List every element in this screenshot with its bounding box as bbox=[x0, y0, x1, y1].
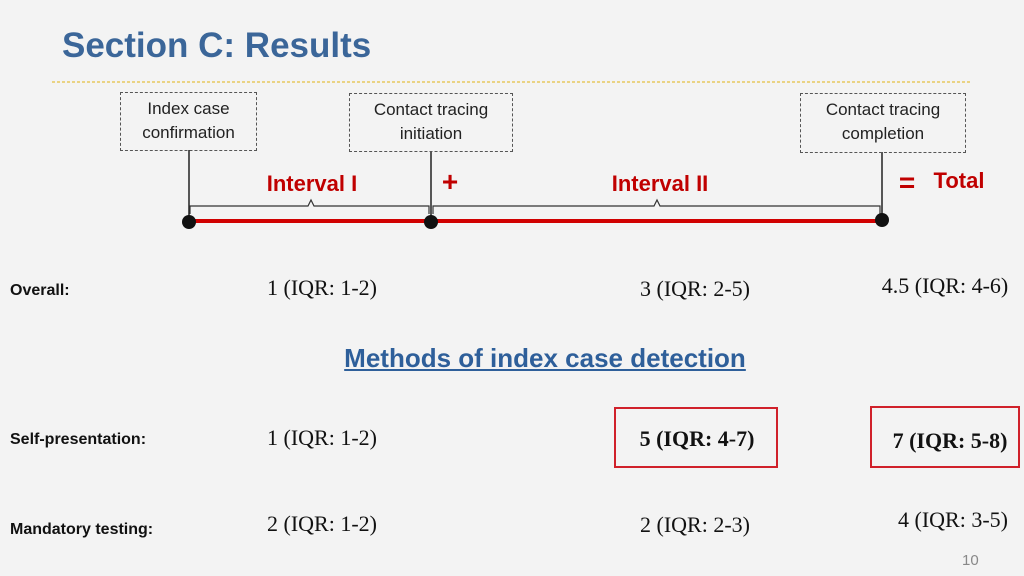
value: 2 (IQR: 1-2) bbox=[267, 511, 377, 536]
highlight-box bbox=[614, 407, 778, 468]
row-label: Overall: bbox=[10, 282, 70, 299]
value: 3 (IQR: 2-5) bbox=[640, 276, 750, 301]
plus-sign: + bbox=[441, 166, 459, 197]
title: Section C: Results bbox=[62, 26, 372, 65]
box-line: Index case bbox=[147, 99, 230, 118]
page-number: 10 bbox=[962, 552, 979, 569]
value: 5 (IQR: 4-7) bbox=[639, 426, 755, 451]
value: 4.5 (IQR: 4-6) bbox=[881, 273, 1009, 298]
box-line: completion bbox=[841, 124, 925, 143]
value: 7 (IQR: 5-8) bbox=[892, 428, 1008, 453]
timeline-box: Contact tracing initiation bbox=[349, 93, 513, 152]
row-label: Self-presentation: bbox=[10, 431, 147, 448]
value: 4 (IQR: 3-5) bbox=[898, 507, 1008, 532]
interval-label: Interval I bbox=[266, 171, 358, 196]
value: 1 (IQR: 1-2) bbox=[267, 275, 377, 300]
box-line: Contact tracing bbox=[373, 100, 489, 119]
highlight-box bbox=[870, 406, 1020, 468]
box-line: Contact tracing bbox=[825, 100, 941, 119]
equals-sign: = bbox=[898, 167, 916, 198]
interval-label: Interval II bbox=[611, 171, 709, 196]
value: 2 (IQR: 2-3) bbox=[640, 512, 750, 537]
timeline-box: Index case confirmation bbox=[120, 92, 257, 151]
section-heading: Methods of index case detection bbox=[344, 343, 746, 373]
box-line: initiation bbox=[399, 124, 463, 143]
box-line: confirmation bbox=[142, 123, 235, 142]
timeline-box: Contact tracing completion bbox=[800, 93, 966, 153]
row-label: Mandatory testing: bbox=[10, 521, 154, 538]
value: 1 (IQR: 1-2) bbox=[267, 425, 377, 450]
total-label: Total bbox=[933, 168, 985, 193]
